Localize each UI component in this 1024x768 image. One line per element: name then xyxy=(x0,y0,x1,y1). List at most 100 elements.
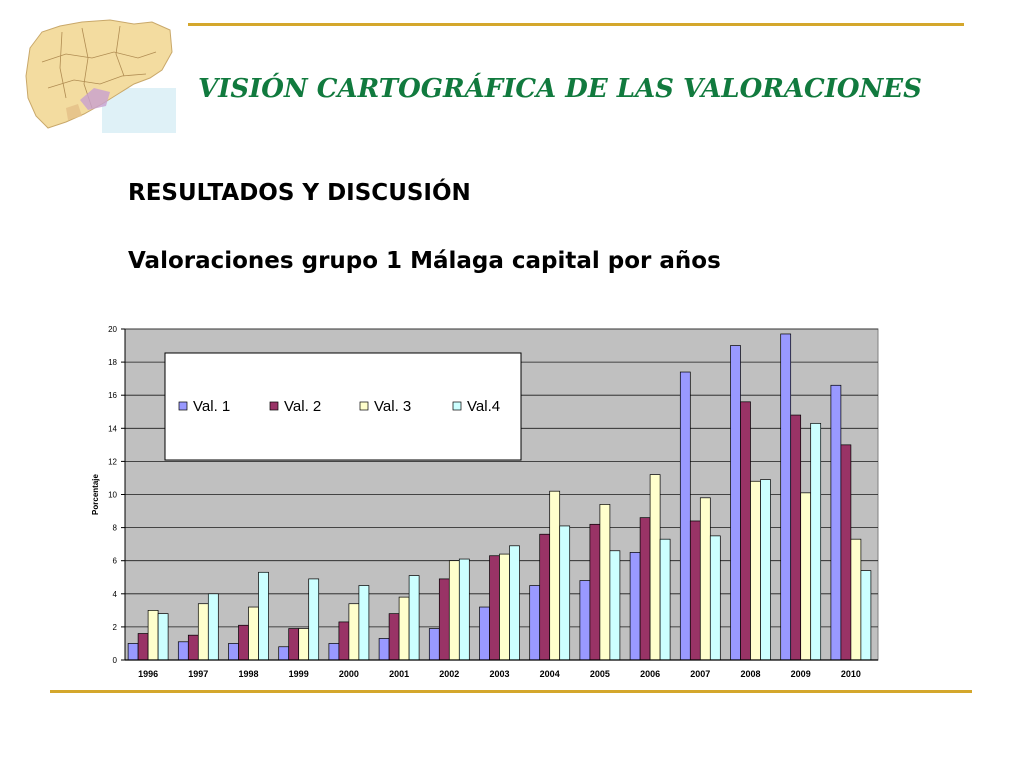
bar-val4 xyxy=(408,575,420,661)
bar-val2 xyxy=(388,613,400,661)
y-tick-label: 14 xyxy=(108,424,117,433)
bar-val2 xyxy=(489,555,500,661)
x-tick-label: 1998 xyxy=(238,669,258,679)
bar-val1 xyxy=(177,641,189,661)
bar-val4 xyxy=(810,422,822,661)
bar-val4 xyxy=(609,550,621,661)
bar-val4 xyxy=(860,570,872,661)
legend-swatch xyxy=(359,401,369,411)
bar-val3 xyxy=(147,610,159,661)
legend-swatch xyxy=(178,401,188,411)
bar-val2 xyxy=(589,523,601,661)
x-tick-label: 1997 xyxy=(188,669,208,679)
bar-val4 xyxy=(659,538,671,661)
bar-val4 xyxy=(760,479,771,661)
bar-val1 xyxy=(278,646,290,661)
bar-val3 xyxy=(649,474,661,661)
bar-val2 xyxy=(639,517,651,661)
x-tick-label: 2003 xyxy=(489,669,509,679)
bar-val4 xyxy=(157,613,169,661)
bar-val1 xyxy=(479,606,490,661)
x-tick-label: 2002 xyxy=(439,669,459,679)
bar-val3 xyxy=(398,596,410,661)
x-tick-label: 2007 xyxy=(690,669,710,679)
bar-val2 xyxy=(740,401,751,661)
bar-val3 xyxy=(699,497,711,661)
x-tick-label: 2000 xyxy=(339,669,359,679)
x-tick-label: 2008 xyxy=(740,669,760,679)
bar-val3 xyxy=(850,538,862,661)
legend-label: Val. 2 xyxy=(284,398,321,415)
x-tick-label: 2010 xyxy=(841,669,861,679)
bar-val4 xyxy=(358,585,370,661)
y-tick-label: 8 xyxy=(113,524,118,533)
bar-val4 xyxy=(509,545,520,661)
top-divider xyxy=(188,23,964,26)
bar-val2 xyxy=(238,624,249,661)
bar-val2 xyxy=(790,414,802,661)
bar-val3 xyxy=(599,504,611,661)
bar-val1 xyxy=(378,638,390,661)
section-heading: RESULTADOS Y DISCUSIÓN xyxy=(128,180,471,206)
bar-val1 xyxy=(679,371,691,661)
bar-val3 xyxy=(750,480,761,661)
bar-val2 xyxy=(539,533,551,661)
bar-val3 xyxy=(499,553,510,661)
bar-val1 xyxy=(328,643,340,661)
bar-val4 xyxy=(207,593,219,661)
malaga-map-thumbnail xyxy=(22,18,176,133)
x-tick-label: 2006 xyxy=(640,669,660,679)
bar-val2 xyxy=(689,520,701,661)
bar-val1 xyxy=(780,333,792,661)
y-tick-label: 16 xyxy=(108,391,117,400)
chart-subtitle: Valoraciones grupo 1 Málaga capital por … xyxy=(128,248,721,274)
y-tick-label: 0 xyxy=(113,656,118,665)
y-tick-label: 12 xyxy=(108,457,117,466)
x-tick-label: 2009 xyxy=(791,669,811,679)
y-tick-label: 4 xyxy=(113,590,118,599)
x-tick-label: 2001 xyxy=(389,669,409,679)
bar-chart: 0 2 4 6 8 10 12 14 16 18 20 Porcentaje 1996 1997 1998 1… xyxy=(91,325,879,679)
x-tick-label: 1996 xyxy=(138,669,158,679)
y-tick-label: 2 xyxy=(113,623,118,632)
bar-val2 xyxy=(338,621,350,661)
x-tick-label: 2004 xyxy=(540,669,560,679)
bar-val4 xyxy=(258,571,269,661)
bar-val1 xyxy=(127,643,139,661)
bar-val3 xyxy=(248,606,259,661)
legend-swatch xyxy=(452,401,462,411)
bar-val4 xyxy=(709,535,721,661)
bar-val4 xyxy=(559,525,571,661)
bar-val3 xyxy=(197,603,209,661)
bar-val3 xyxy=(800,492,812,661)
legend-label: Val.4 xyxy=(467,398,500,415)
bar-val3 xyxy=(348,603,360,661)
bar-val1 xyxy=(579,580,591,661)
legend xyxy=(164,352,522,461)
y-tick-label: 20 xyxy=(108,325,117,334)
bar-val2 xyxy=(187,634,199,661)
bar-val1 xyxy=(228,643,239,661)
bottom-divider xyxy=(50,690,972,693)
y-tick-label: 18 xyxy=(108,358,117,367)
bar-val3 xyxy=(298,628,310,661)
legend-label: Val. 3 xyxy=(374,398,411,415)
y-tick-label: 6 xyxy=(113,557,118,566)
bar-val2 xyxy=(288,628,300,661)
bar-val2 xyxy=(840,444,852,661)
slide-title: VISIÓN CARTOGRÁFICA DE LAS VALORACIONES xyxy=(198,74,922,104)
x-tick-label: 2005 xyxy=(590,669,610,679)
bar-val3 xyxy=(549,490,561,661)
y-tick-label: 10 xyxy=(108,491,117,500)
bar-val1 xyxy=(529,585,541,661)
bar-val3 xyxy=(448,560,460,661)
y-axis-label: Porcentaje xyxy=(91,473,100,514)
bar-val1 xyxy=(629,552,641,661)
legend-swatch xyxy=(269,401,279,411)
bar-val2 xyxy=(137,633,149,661)
bar-val4 xyxy=(458,558,470,661)
bar-val4 xyxy=(308,578,320,661)
bar-val1 xyxy=(428,628,440,661)
bar-val1 xyxy=(730,345,741,661)
bar-val1 xyxy=(830,384,842,661)
